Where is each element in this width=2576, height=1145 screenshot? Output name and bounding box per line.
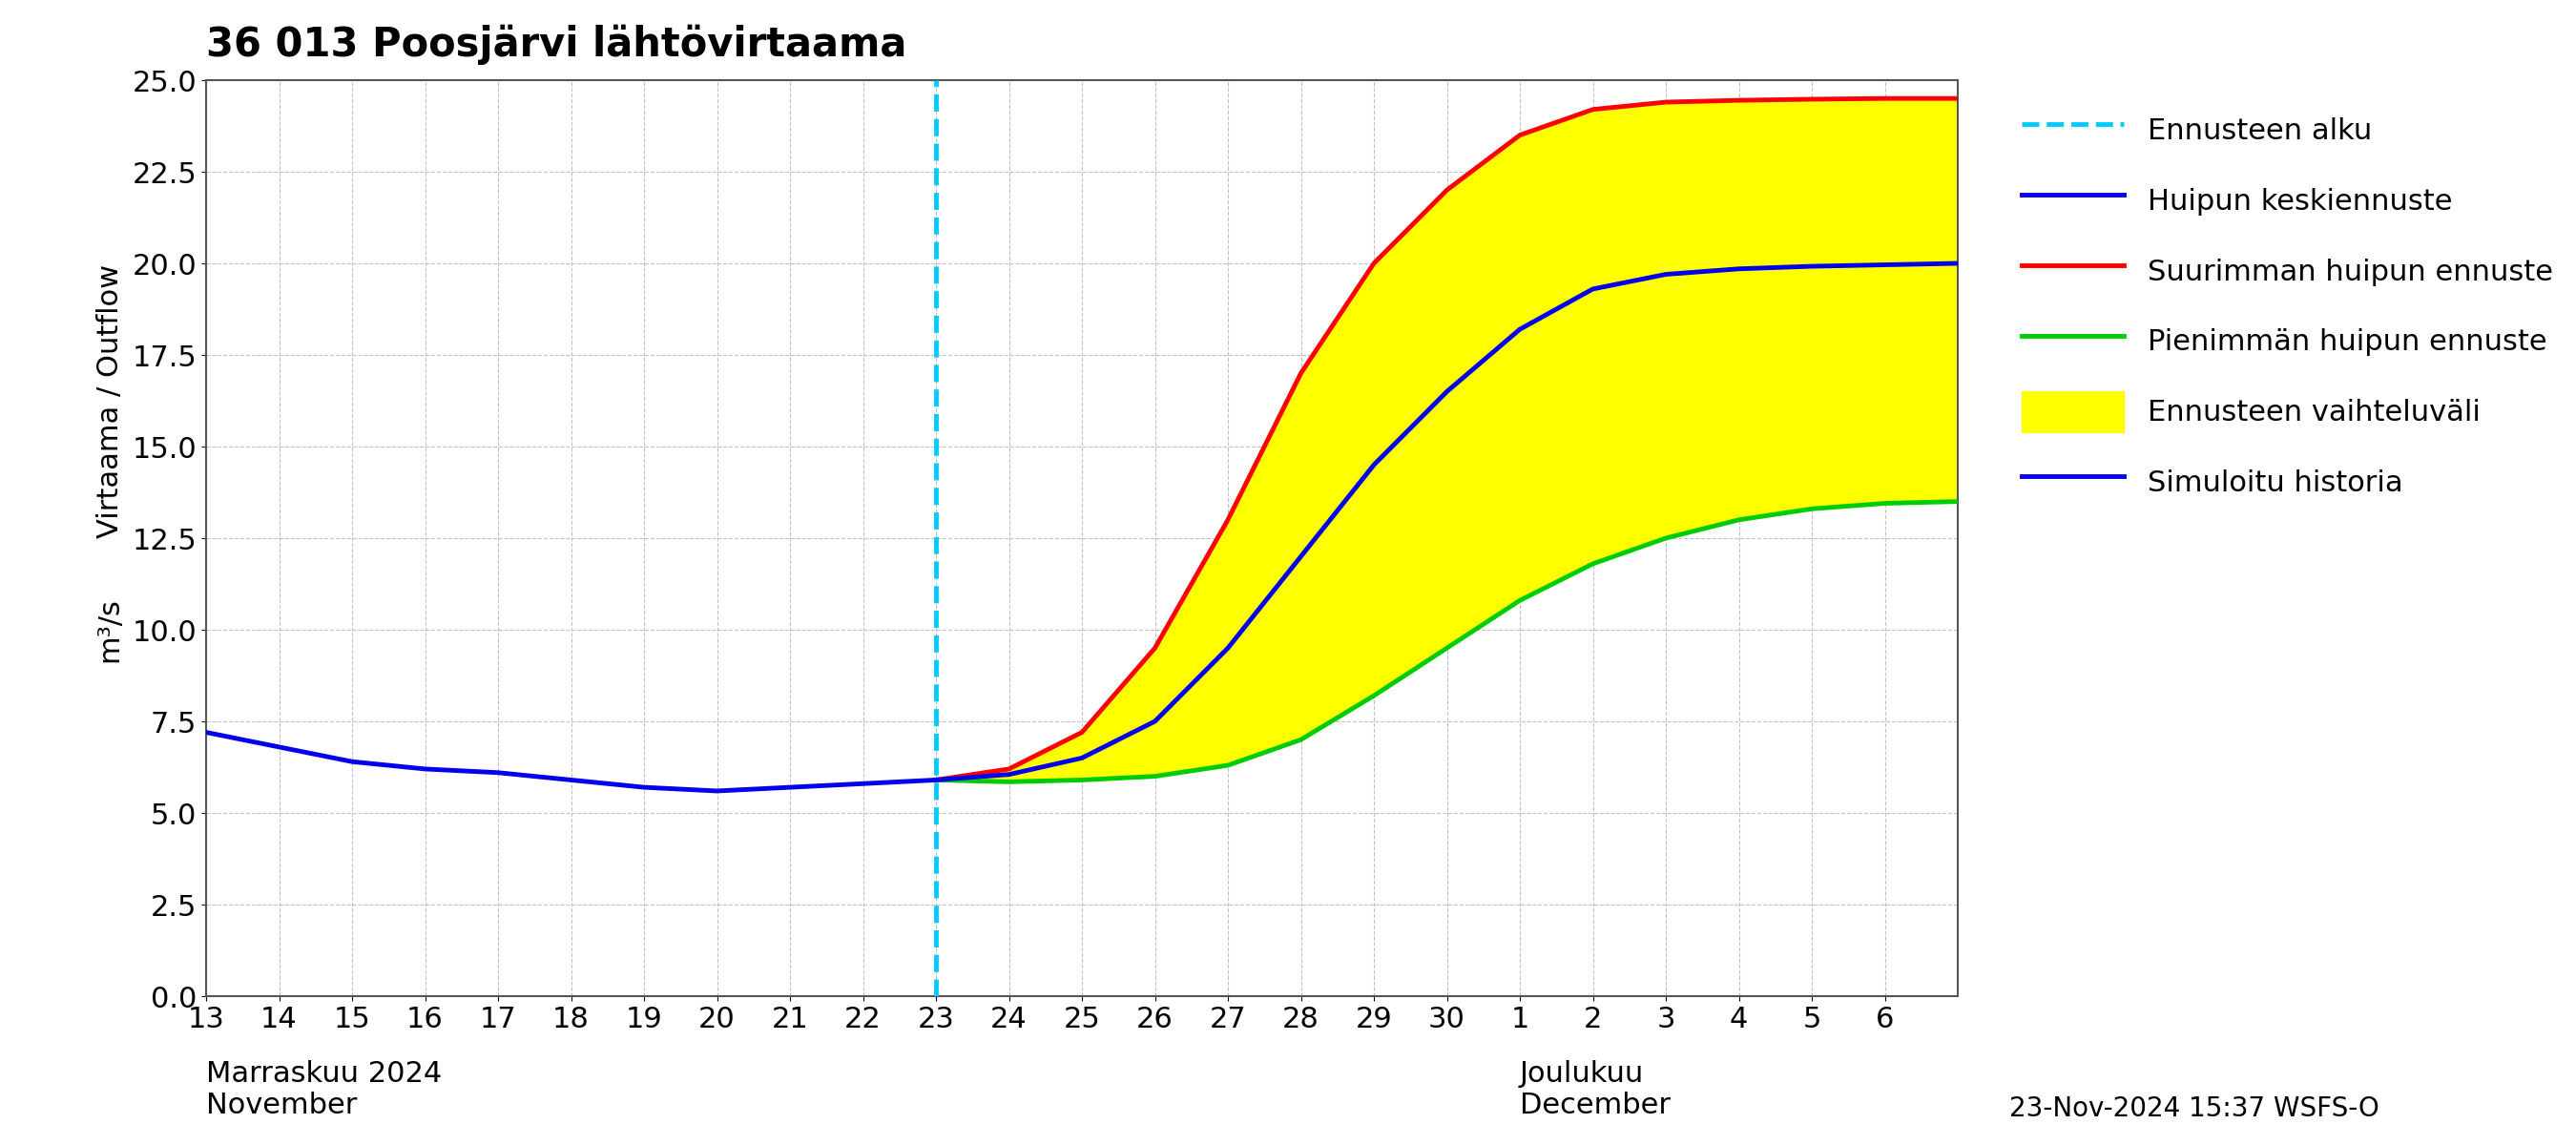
- Text: Marraskuu 2024
November: Marraskuu 2024 November: [206, 1060, 443, 1120]
- Text: m³/s: m³/s: [95, 598, 124, 662]
- Legend: Ennusteen alku, Huipun keskiennuste, Suurimman huipun ennuste, Pienimmän huipun : Ennusteen alku, Huipun keskiennuste, Suu…: [2007, 95, 2568, 518]
- Text: Virtaama / Outflow: Virtaama / Outflow: [95, 263, 124, 538]
- Text: 36 013 Poosjärvi lähtövirtaama: 36 013 Poosjärvi lähtövirtaama: [206, 24, 907, 65]
- Text: 23-Nov-2024 15:37 WSFS-O: 23-Nov-2024 15:37 WSFS-O: [2009, 1096, 2380, 1122]
- Text: Joulukuu
December: Joulukuu December: [1520, 1060, 1672, 1120]
